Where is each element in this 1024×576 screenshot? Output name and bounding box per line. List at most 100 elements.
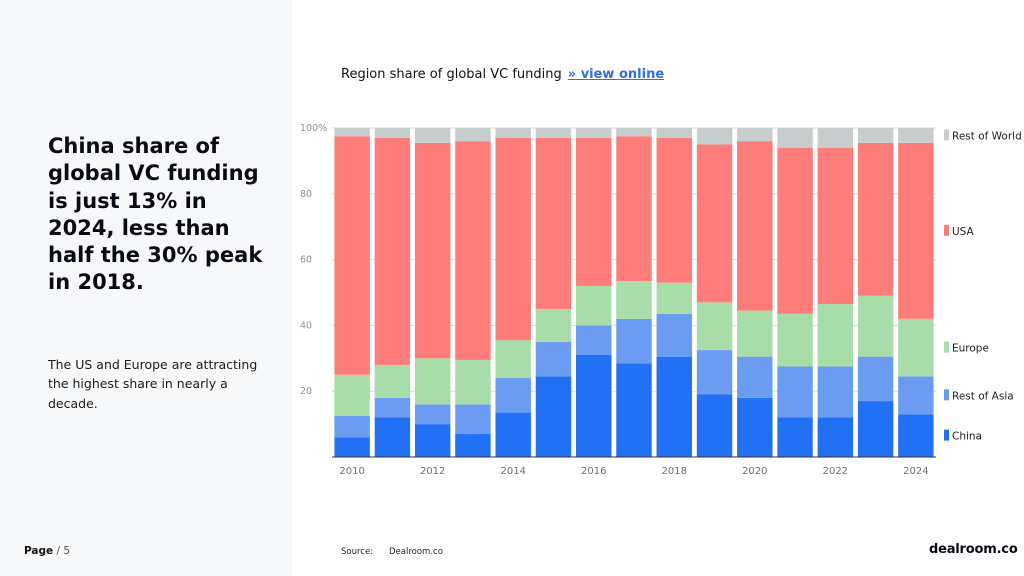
bar-segment-china-2017	[616, 363, 652, 457]
chart-title-text: Region share of global VC funding	[341, 67, 562, 82]
bar-segment-rest-of-asia-2018	[656, 313, 692, 357]
bar-segment-usa-2020	[737, 141, 773, 311]
x-tick-label: 2016	[581, 466, 606, 477]
bar-segment-usa-2017	[616, 136, 652, 281]
bar-segment-rest-of-asia-2024	[898, 376, 934, 415]
bar-segment-usa-2011	[374, 137, 411, 365]
bar-segment-rest-of-world-2013	[455, 128, 491, 142]
x-tick-label: 2018	[662, 466, 687, 477]
legend: China Rest of Asia Europe USA Rest of World	[944, 129, 1022, 443]
bars	[334, 128, 934, 457]
bar-segment-europe-2020	[737, 310, 773, 357]
bar-segment-china-2024	[898, 414, 934, 457]
x-tick-label: 2010	[339, 466, 364, 477]
legend-swatch-china	[944, 429, 949, 441]
y-tick-label: 40	[300, 320, 312, 331]
x-tick-label: 2024	[903, 466, 928, 477]
bar-segment-europe-2015	[535, 308, 572, 342]
bar-segment-rest-of-world-2018	[656, 128, 692, 138]
bar-segment-rest-of-world-2016	[576, 128, 612, 138]
bar-segment-rest-of-world-2017	[616, 128, 652, 137]
bar-segment-rest-of-asia-2013	[455, 404, 491, 434]
bar-segment-rest-of-asia-2011	[374, 397, 411, 418]
bar-segment-rest-of-world-2011	[374, 128, 411, 138]
legend-label-china: China	[952, 431, 982, 443]
source-value: Dealroom.co	[389, 547, 443, 557]
bar-segment-rest-of-asia-2016	[576, 325, 612, 356]
bar-segment-rest-of-world-2020	[737, 128, 773, 142]
legend-swatch-rest-of-world	[944, 129, 949, 141]
bar-segment-china-2014	[495, 412, 531, 457]
bar-segment-rest-of-asia-2022	[817, 366, 854, 418]
bar-segment-europe-2017	[616, 280, 652, 319]
x-tick-label: 2012	[420, 466, 445, 477]
bar-segment-rest-of-asia-2019	[696, 350, 733, 395]
x-tick-label: 2014	[500, 466, 525, 477]
x-tick-label: 2022	[823, 466, 848, 477]
bar-segment-rest-of-world-2012	[414, 128, 451, 143]
bar-segment-europe-2023	[857, 295, 894, 357]
y-tick-label: 80	[300, 189, 312, 200]
bar-segment-usa-2013	[455, 141, 491, 360]
legend-label-rest-of-world: Rest of World	[952, 130, 1022, 142]
bar-segment-europe-2013	[455, 359, 491, 405]
bar-segment-rest-of-world-2010	[334, 128, 370, 137]
bar-segment-usa-2012	[414, 142, 451, 359]
bar-segment-rest-of-asia-2021	[777, 366, 813, 418]
bar-segment-europe-2012	[414, 358, 451, 405]
bar-segment-europe-2014	[495, 340, 531, 379]
page-label: Page	[24, 545, 54, 557]
bar-segment-rest-of-world-2019	[696, 128, 733, 145]
bar-segment-usa-2021	[777, 147, 813, 314]
bar-segment-rest-of-world-2021	[777, 128, 813, 148]
bar-segment-europe-2018	[656, 282, 692, 314]
bar-segment-usa-2010	[334, 136, 370, 375]
view-online-link[interactable]: » view online	[567, 67, 665, 82]
bar-segment-rest-of-asia-2015	[535, 341, 572, 377]
legend-label-usa: USA	[952, 226, 975, 238]
bar-segment-china-2020	[737, 397, 773, 457]
legend-swatch-usa	[944, 224, 949, 236]
bar-segment-china-2016	[576, 355, 612, 457]
legend-label-europe: Europe	[952, 343, 989, 355]
bar-segment-usa-2019	[696, 144, 733, 303]
bar-segment-china-2021	[777, 417, 813, 457]
x-tick-label: 2020	[742, 466, 767, 477]
bar-segment-europe-2019	[696, 302, 733, 351]
brand-logo: dealroom.co	[929, 542, 1018, 557]
bar-segment-europe-2011	[374, 364, 411, 398]
bar-segment-usa-2023	[857, 142, 894, 296]
bar-segment-rest-of-asia-2023	[857, 356, 894, 402]
bar-segment-usa-2015	[535, 137, 572, 309]
bar-segment-rest-of-asia-2014	[495, 378, 531, 413]
bar-segment-china-2019	[696, 394, 733, 457]
legend-label-rest-of-asia: Rest of Asia	[952, 390, 1014, 402]
bar-segment-rest-of-world-2022	[817, 128, 854, 148]
y-tick-label: 60	[300, 255, 312, 266]
bar-segment-rest-of-asia-2020	[737, 356, 773, 398]
stacked-bar-chart: 20 40 60 80 100% 2010 2012 2014 2016 2018 2020 2022…	[300, 123, 1022, 477]
bar-segment-china-2012	[414, 424, 451, 457]
y-tick-label: 20	[300, 386, 312, 397]
bar-segment-usa-2022	[817, 147, 854, 305]
bar-segment-china-2022	[817, 417, 854, 457]
legend-swatch-rest-of-asia	[944, 389, 949, 401]
page-number: 5	[63, 545, 71, 557]
bar-segment-europe-2016	[576, 285, 612, 326]
bar-segment-europe-2024	[898, 318, 934, 377]
page-separator: /	[53, 545, 64, 557]
y-tick-label: 100%	[300, 123, 327, 134]
bar-segment-europe-2022	[817, 304, 854, 367]
left-panel	[0, 0, 292, 576]
bar-segment-europe-2010	[334, 374, 370, 416]
subtext: The US and Europe are attracting the hig…	[48, 357, 258, 411]
bar-segment-usa-2014	[495, 137, 531, 341]
bar-segment-europe-2021	[777, 313, 813, 367]
bar-segment-rest-of-world-2014	[495, 128, 531, 138]
source-label: Source:	[341, 547, 374, 557]
bar-segment-china-2011	[374, 417, 411, 457]
bar-segment-rest-of-world-2015	[535, 128, 572, 138]
bar-segment-rest-of-asia-2017	[616, 318, 652, 364]
bar-segment-china-2010	[334, 437, 370, 457]
bar-segment-rest-of-asia-2012	[414, 404, 451, 425]
